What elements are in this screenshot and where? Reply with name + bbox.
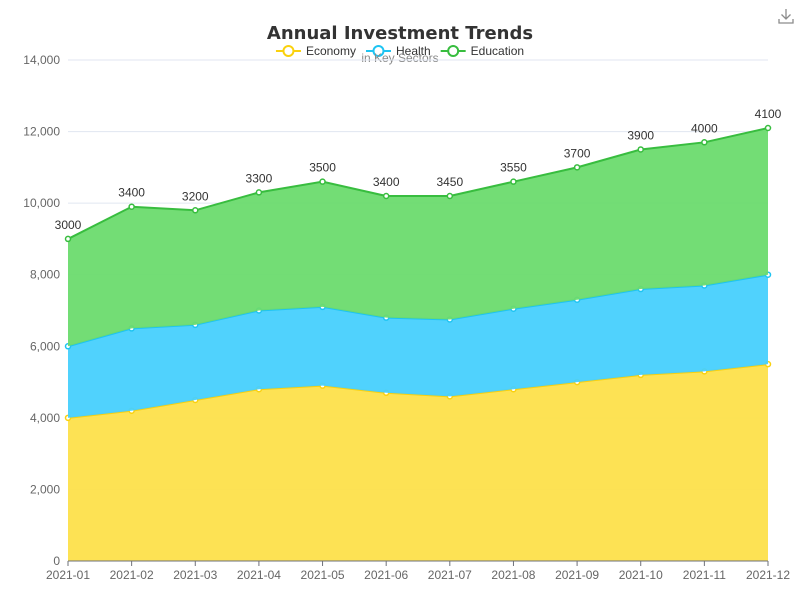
x-tick-label: 2021-02: [110, 568, 154, 582]
education-point[interactable]: [192, 207, 199, 214]
data-label: 3400: [118, 186, 145, 200]
legend-marker: [447, 45, 460, 57]
legend-label: Economy: [306, 44, 356, 58]
data-labels: 3000 3400 3200 3300 3500 3400 3450 3550 3700 3900…: [55, 107, 782, 232]
education-point[interactable]: [382, 192, 390, 200]
economy-area: [68, 364, 768, 561]
chart-subtitle: in Key Sectors: [361, 51, 438, 65]
data-label: 3900: [627, 128, 654, 142]
education-point[interactable]: [637, 146, 644, 153]
data-label: 3550: [500, 161, 527, 175]
education-line: [67, 127, 769, 240]
axes: 0 2,000 4,000 6,000 8,000 10,000 12,000 14,000 2…: [23, 53, 790, 582]
education-point[interactable]: [64, 235, 72, 243]
education-area: [68, 127, 768, 347]
x-tick-label: 2021-07: [428, 568, 472, 582]
x-tick-label: 2021-05: [301, 568, 345, 582]
data-label: 3500: [309, 161, 336, 175]
x-tick-label: 2021-11: [683, 568, 726, 582]
legend-marker: [282, 45, 295, 57]
y-tick-label: 14,000: [23, 53, 60, 67]
x-tick-label: 2021-01: [46, 568, 90, 582]
education-point[interactable]: [573, 164, 581, 171]
education-point[interactable]: [701, 139, 708, 146]
y-tick-label: 2,000: [30, 482, 60, 496]
data-label: 3000: [55, 218, 82, 232]
x-tick-label: 2021-10: [619, 568, 663, 582]
series-areas: [64, 124, 772, 561]
x-tick-label: 2021-08: [491, 568, 535, 582]
education-point[interactable]: [319, 178, 326, 185]
legend-item-education[interactable]: Education: [440, 44, 524, 58]
education-point[interactable]: [764, 124, 772, 132]
y-tick-label: 0: [53, 554, 60, 568]
y-tick-label: 10,000: [23, 196, 60, 210]
chart-title: Annual Investment Trends: [267, 23, 533, 44]
education-point[interactable]: [128, 203, 135, 210]
legend-label: Health: [396, 44, 431, 58]
data-label: 3200: [182, 189, 209, 203]
data-label: 3700: [564, 146, 591, 160]
education-point[interactable]: [255, 189, 263, 196]
legend: Economy Health Education: [275, 44, 524, 58]
y-tick-label: 12,000: [23, 125, 60, 139]
legend-item-health[interactable]: Health: [365, 44, 431, 58]
data-label: 3400: [373, 175, 400, 189]
legend-item-economy[interactable]: Economy: [275, 44, 356, 58]
data-label: 3450: [436, 175, 463, 189]
education-point[interactable]: [446, 192, 454, 200]
x-tick-label: 2021-06: [364, 568, 408, 582]
data-label: 3300: [246, 171, 273, 185]
x-tick-label: 2021-12: [746, 568, 790, 582]
legend-label: Education: [471, 44, 524, 58]
x-tick-label: 2021-04: [237, 568, 281, 582]
data-label: 4100: [755, 107, 782, 121]
data-label: 4000: [691, 121, 718, 135]
x-tick-label: 2021-03: [173, 568, 217, 582]
legend-marker: [372, 45, 385, 57]
download-icon[interactable]: [776, 6, 796, 26]
y-tick-label: 6,000: [30, 339, 60, 353]
y-tick-label: 8,000: [30, 268, 60, 282]
health-area: [68, 274, 768, 418]
y-tick-label: 4,000: [30, 411, 60, 425]
x-tick-label: 2021-09: [555, 568, 599, 582]
education-point[interactable]: [510, 178, 517, 185]
